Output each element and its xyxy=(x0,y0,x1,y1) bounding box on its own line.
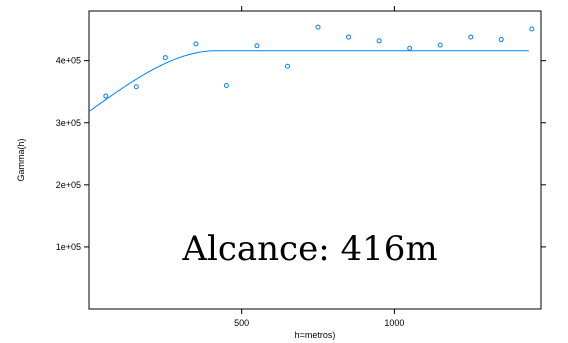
range-annotation: Alcance: 416m xyxy=(181,229,437,269)
y-tick-label: 3e+05 xyxy=(56,118,81,128)
data-point xyxy=(315,24,321,30)
data-point xyxy=(193,41,199,47)
x-tick-label: 500 xyxy=(234,318,249,328)
data-point xyxy=(529,26,535,32)
data-point xyxy=(103,93,109,99)
data-point xyxy=(254,43,260,49)
data-point xyxy=(437,42,443,48)
data-point xyxy=(346,34,352,40)
data-point xyxy=(468,34,474,40)
data-point xyxy=(376,38,382,44)
y-axis: 1e+05 2e+05 3e+05 4e+05 xyxy=(56,56,546,252)
y-tick-label: 1e+05 xyxy=(56,242,81,252)
data-point xyxy=(133,84,139,90)
data-point xyxy=(407,45,413,51)
plot-frame xyxy=(88,10,542,310)
data-points xyxy=(103,24,535,99)
data-point xyxy=(285,63,291,69)
x-axis-title: h=metros) xyxy=(295,330,336,340)
y-tick-label: 2e+05 xyxy=(56,180,81,190)
y-tick-label: 4e+05 xyxy=(56,56,81,66)
data-point xyxy=(223,83,229,88)
model-fit-line xyxy=(88,50,529,112)
x-tick-label: 1000 xyxy=(384,318,404,328)
data-point xyxy=(498,37,504,43)
x-axis: 500 1000 xyxy=(234,6,404,328)
data-point xyxy=(162,55,168,61)
y-axis-title: Gamma(h) xyxy=(16,138,26,181)
